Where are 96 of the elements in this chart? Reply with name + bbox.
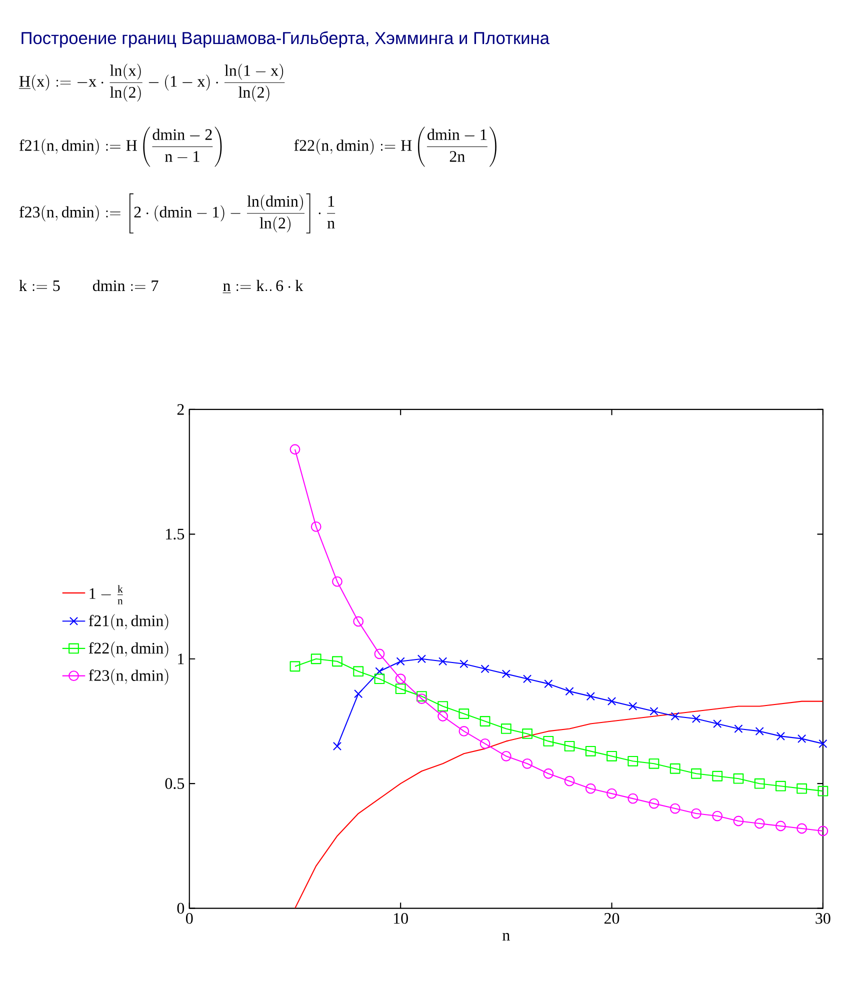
point	[480, 664, 490, 674]
point	[648, 798, 660, 809]
x-axis-title: n	[502, 932, 510, 941]
legend-label: $\mathrm{f22(n,dmin)}$	[88, 641, 168, 658]
point	[628, 756, 638, 766]
point	[606, 750, 617, 762]
point	[607, 696, 616, 706]
x-tick-label: 0	[186, 913, 193, 924]
point	[332, 656, 342, 667]
point	[796, 823, 807, 834]
point	[818, 739, 828, 748]
point	[690, 808, 702, 819]
point	[416, 694, 427, 704]
point	[458, 708, 470, 719]
point	[775, 780, 786, 792]
point	[500, 724, 512, 734]
point	[290, 661, 300, 672]
point	[776, 732, 785, 741]
point	[755, 726, 764, 736]
point	[480, 716, 490, 726]
point	[375, 667, 384, 676]
point	[332, 576, 342, 587]
point	[310, 654, 322, 664]
x-tick-label: 10	[394, 913, 408, 924]
point	[290, 444, 300, 455]
point	[818, 786, 828, 796]
point	[522, 674, 532, 684]
point	[500, 750, 512, 762]
point	[353, 666, 364, 677]
point	[628, 702, 638, 711]
text: $\mathrm{\underline{H}(x) := -x\cdot\frac{ln(x)}{ln(2)} - (1-x)\cdot\frac{ln(1-x)}{ln(2)}}$	[18, 64, 285, 102]
point	[712, 719, 722, 728]
point	[670, 763, 680, 774]
point	[396, 657, 405, 666]
point	[544, 680, 553, 688]
point	[564, 776, 575, 786]
point	[733, 773, 744, 784]
point	[564, 740, 575, 752]
point	[459, 660, 468, 668]
point	[692, 714, 700, 724]
legend-label: $\mathrm{f21(n,dmin)}$	[88, 614, 168, 630]
point	[754, 818, 765, 829]
x-tick-label: 20	[604, 913, 620, 924]
point	[502, 670, 510, 678]
point	[522, 758, 532, 769]
text: $\mathrm{k := 5 \qquad dmin := 7 \qquad\qquad \underline{n} := k..\,6\cdot k}$	[19, 280, 304, 293]
point	[585, 783, 596, 794]
point	[543, 768, 554, 779]
point	[754, 778, 765, 789]
point	[650, 706, 658, 716]
point	[733, 816, 744, 826]
point	[374, 674, 385, 684]
point	[438, 657, 447, 666]
point	[416, 691, 427, 702]
point	[690, 768, 702, 779]
point	[712, 810, 722, 822]
point	[606, 788, 617, 799]
y-tick-label: 0	[177, 902, 184, 914]
point	[628, 793, 638, 804]
point	[354, 690, 363, 698]
point	[458, 726, 470, 736]
point	[522, 728, 532, 739]
point	[374, 648, 385, 660]
point	[712, 770, 722, 782]
point	[585, 746, 596, 756]
chart-title: Построение границ Варшамова-Гильберта, Хэмминга и Плоткина	[22, 31, 550, 48]
point	[797, 734, 806, 744]
text: $\mathrm{f23(n,dmin) := \left[2\cdot(dmin-1) - \frac{ln(dmin)}{ln(2)}\right]\cdot\frac{1}{n}}$	[19, 193, 335, 234]
point	[480, 738, 490, 749]
point	[586, 692, 595, 701]
point	[670, 712, 680, 721]
point	[543, 736, 554, 746]
y-tick-label: 2	[177, 404, 184, 415]
point	[818, 826, 828, 836]
point	[670, 803, 680, 814]
text: $\mathrm{f21(n,dmin) := H\left(\frac{dmin-2}{n-1}\right)}$	[19, 126, 222, 167]
y-tick-label: 1.5	[166, 528, 184, 540]
point	[395, 684, 406, 694]
point	[796, 783, 807, 794]
point	[775, 820, 786, 832]
point	[395, 674, 406, 684]
y-tick-label: 1	[178, 654, 184, 664]
point	[437, 711, 448, 722]
point	[332, 742, 342, 750]
x-tick-label: 30	[816, 913, 830, 924]
point	[310, 521, 322, 532]
point	[437, 701, 448, 712]
point	[565, 687, 574, 696]
text: $\mathrm{f22(n,dmin) := H\left(\frac{dmin-1}{2n}\right)}$	[294, 126, 496, 167]
point	[417, 654, 426, 664]
point	[353, 616, 364, 627]
point	[648, 758, 660, 769]
point	[734, 724, 743, 734]
legend-label: $\mathrm{f23(n,dmin)}$	[88, 668, 168, 685]
y-tick-label: 0.5	[165, 778, 184, 790]
legend-label: $\mathrm{1-\frac{k}{n}}$	[90, 585, 123, 604]
